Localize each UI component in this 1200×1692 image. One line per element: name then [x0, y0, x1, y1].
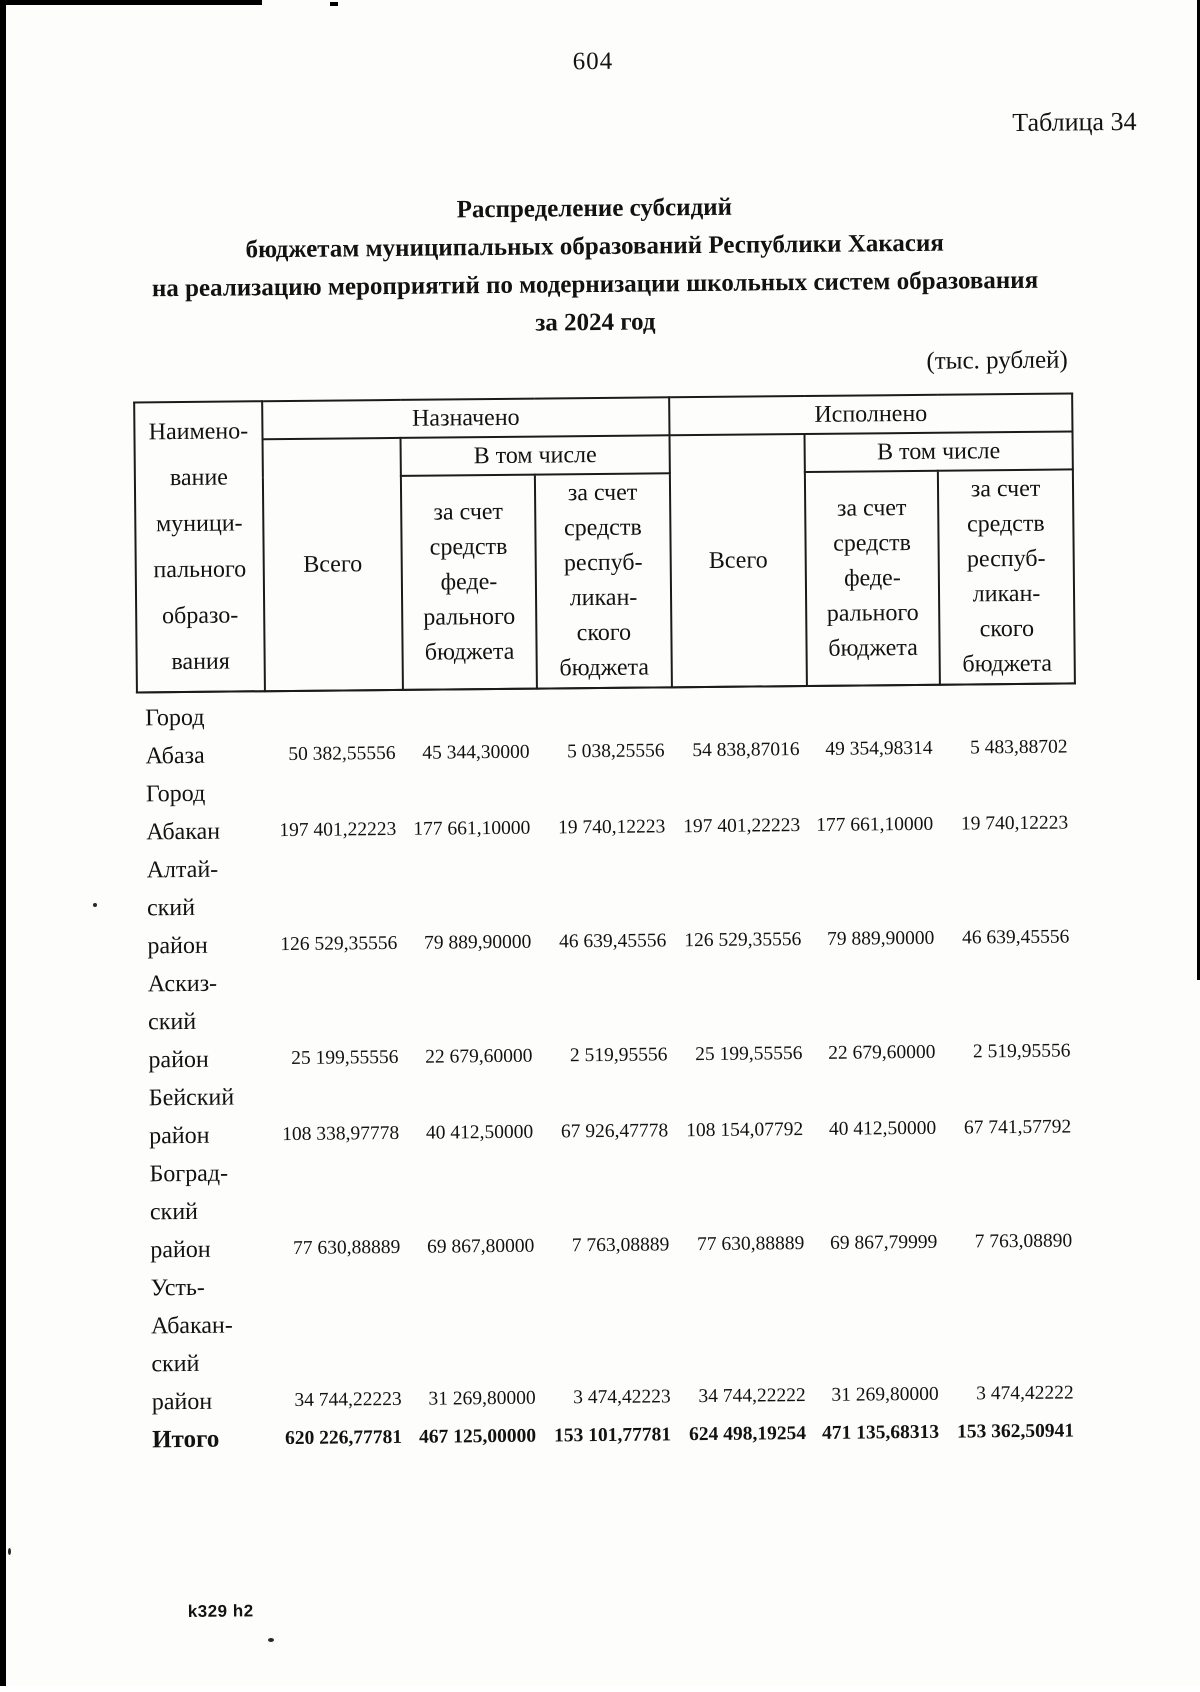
value-executed-republican: 46 639,45556	[961, 926, 1070, 949]
table-row-abakan: Город Абакан 197 401,22223 177 661,10000…	[138, 766, 1077, 851]
value-executed-total: 197 401,22223	[683, 815, 801, 838]
value-assigned-federal: 22 679,60000	[425, 1045, 533, 1068]
value-assigned-total: 108 338,97778	[282, 1122, 400, 1146]
value-assigned-federal: 177 661,10000	[413, 817, 531, 840]
total-label: Итого	[151, 1425, 220, 1454]
scan-speck	[8, 1548, 11, 1555]
header-municipality: Наимено- вание муници- пального образо- …	[134, 401, 265, 693]
value-executed-federal: 69 867,79999	[829, 1231, 938, 1254]
value-assigned-republican: 3 474,42223	[573, 1386, 671, 1409]
value-assigned-republican: 46 639,45556	[559, 930, 667, 953]
table-row-total: Итого 620 226,77781 467 125,00000 153 10…	[144, 1412, 1082, 1459]
header-executed-including: В том числе	[804, 431, 1073, 473]
municipality-name: Город Абакан	[145, 780, 221, 846]
header-executed-federal: за счет средств феде- рального бюджета	[804, 470, 940, 687]
value-executed-total: 108 154,07792	[686, 1119, 804, 1142]
scan-artifact-top-edge	[0, 0, 262, 5]
value-executed-republican: 5 483,88702	[969, 736, 1068, 759]
municipality-name: Усть- Абакан- ский район	[150, 1274, 233, 1416]
table-body: Город Абаза 50 382,55556 45 344,30000 5 …	[137, 683, 1082, 1459]
header-executed: Исполнено	[669, 393, 1073, 436]
value-assigned-total: 620 226,77781	[285, 1426, 403, 1450]
table-row-beysky: Бейский район 108 338,97778 40 412,50000…	[141, 1070, 1080, 1155]
table-row-abaza: Город Абаза 50 382,55556 45 344,30000 5 …	[137, 683, 1076, 775]
header-assigned-federal: за счет средств феде- рального бюджета	[400, 474, 537, 690]
units-note: (тыс. рублей)	[926, 346, 1068, 375]
document-title: Распределение субсидий бюджетам муниципа…	[44, 185, 1145, 348]
table-row-altaysky: Алтай- ский район 126 529,35556 79 889,9…	[138, 842, 1077, 965]
value-assigned-republican: 2 519,95556	[569, 1044, 668, 1067]
value-assigned-republican: 5 038,25556	[566, 740, 665, 763]
value-assigned-total: 197 401,22223	[279, 818, 397, 842]
header-assigned-republican: за счет средств респуб- ликан- ского бюд…	[534, 473, 672, 689]
value-executed-republican: 153 362,50941	[956, 1420, 1075, 1443]
table-row-ust-abakansky: Усть- Абакан- ский район 34 744,22223 31…	[142, 1260, 1081, 1421]
footer-code: k329 h2	[187, 1601, 254, 1621]
value-executed-total: 34 744,22222	[698, 1385, 806, 1408]
value-assigned-total: 25 199,55556	[291, 1046, 399, 1069]
scan-artifact-top-tick	[330, 2, 338, 6]
page-number: 604	[572, 47, 614, 76]
scan-artifact-right-edge	[1197, 0, 1200, 980]
municipality-name: Город Абаза	[145, 704, 205, 770]
value-executed-republican: 7 763,08890	[974, 1230, 1073, 1253]
value-assigned-federal: 69 867,80000	[426, 1235, 535, 1258]
value-assigned-republican: 67 926,47778	[560, 1120, 669, 1143]
table-label: Таблица 34	[1012, 106, 1137, 138]
value-executed-total: 624 498,19254	[688, 1423, 807, 1446]
value-executed-total: 77 630,88889	[696, 1233, 805, 1256]
value-assigned-federal: 45 344,30000	[422, 741, 530, 764]
value-executed-federal: 49 354,98314	[825, 737, 933, 760]
value-assigned-federal: 467 125,00000	[419, 1425, 537, 1448]
municipality-name: Аскиз- ский район	[147, 970, 218, 1074]
value-executed-federal: 471 135,68313	[821, 1421, 940, 1444]
header-executed-republican: за счет средств респуб- ликан- ского бюд…	[937, 469, 1075, 685]
municipality-name: Боград- ский район	[149, 1160, 229, 1264]
table-header: Наимено- вание муници- пального образо- …	[134, 393, 1075, 693]
header-executed-total: Всего	[669, 434, 807, 688]
value-assigned-republican: 153 101,77781	[554, 1424, 672, 1447]
value-executed-federal: 40 412,50000	[828, 1117, 937, 1140]
value-executed-republican: 2 519,95556	[972, 1040, 1071, 1063]
value-executed-federal: 31 269,80000	[831, 1383, 939, 1406]
value-executed-federal: 177 661,10000	[816, 813, 934, 836]
value-assigned-federal: 79 889,90000	[424, 931, 532, 954]
value-executed-federal: 79 889,90000	[826, 927, 935, 950]
municipality-name: Алтай- ский район	[146, 856, 219, 960]
value-executed-republican: 3 474,42222	[976, 1382, 1074, 1405]
value-assigned-total: 77 630,88889	[292, 1236, 401, 1259]
header-assigned-including: В том числе	[400, 435, 670, 476]
value-assigned-total: 34 744,22223	[294, 1388, 402, 1411]
value-executed-total: 25 199,55556	[695, 1043, 803, 1066]
value-executed-federal: 22 679,60000	[828, 1041, 936, 1064]
table-row-askizsky: Аскиз- ский район 25 199,55556 22 679,60…	[140, 956, 1079, 1079]
scan-artifact-left-edge	[0, 0, 6, 1686]
value-assigned-total: 126 529,35556	[280, 932, 398, 956]
value-executed-total: 54 838,87016	[692, 739, 800, 762]
scan-speck	[93, 903, 97, 907]
value-executed-republican: 67 741,57792	[963, 1116, 1072, 1139]
subsidies-table: Наимено- вание муници- пального образо- …	[133, 392, 1083, 1459]
value-assigned-republican: 19 740,12223	[557, 816, 666, 839]
header-assigned-total: Всего	[262, 437, 403, 692]
scan-speck	[268, 1638, 274, 1642]
value-executed-republican: 19 740,12223	[960, 812, 1069, 835]
value-assigned-total: 50 382,55556	[288, 742, 396, 765]
municipality-name: Бейский район	[148, 1084, 235, 1150]
value-assigned-republican: 7 763,08889	[571, 1234, 670, 1257]
value-executed-total: 126 529,35556	[684, 929, 802, 952]
table-row-bogradsky: Боград- ский район 77 630,88889 69 867,8…	[141, 1146, 1080, 1269]
value-assigned-federal: 40 412,50000	[425, 1121, 534, 1144]
header-assigned: Назначено	[262, 397, 670, 440]
value-assigned-federal: 31 269,80000	[428, 1387, 536, 1410]
